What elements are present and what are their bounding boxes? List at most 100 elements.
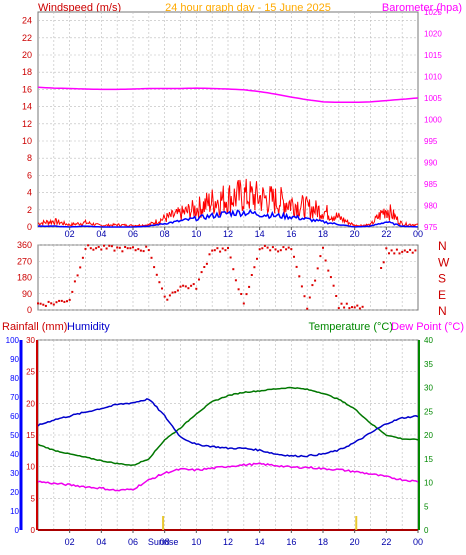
barometer-tick-label: 1000 [424,116,442,125]
direction-point [324,259,327,262]
dewpoint-axis-title: Dew Point (°C) [391,321,464,333]
direction-point [242,302,245,305]
direction-point [229,256,232,259]
direction-point [327,269,330,272]
x-tick-label: 20 [350,537,360,547]
direction-point [300,285,303,288]
x-tick-label: 06 [128,229,138,239]
direction-point [187,287,190,290]
direction-point [124,246,127,248]
direction-point [266,246,269,249]
direction-tick-label: 360 [17,240,32,250]
direction-point [190,284,193,287]
temperature-axis-title: Temperature (°C) [309,321,393,333]
direction-point [263,244,266,247]
x-tick-label: 22 [381,229,391,239]
direction-point [240,293,243,295]
direction-point [97,245,100,248]
compass-label: N [438,304,447,318]
direction-point [118,246,121,249]
x-tick-label: 02 [65,537,75,547]
rainfall-axis-title: Rainfall (mm) [2,321,67,333]
x-tick-label: 16 [286,229,296,239]
windspeed-axis-title: Windspeed (m/s) [38,2,121,14]
humidity-tick-label: 50 [10,431,19,440]
series-humidity-line [37,397,419,458]
humidity-tick-label: 10 [10,507,19,516]
x-tick-label: 16 [286,537,296,547]
direction-point [388,252,390,255]
direction-point [84,247,87,250]
humidity-tick-label: 30 [10,469,19,478]
direction-point [110,245,113,248]
direction-point [66,300,68,303]
direction-point [351,306,353,309]
direction-point [285,248,288,251]
compass-label: S [438,272,446,286]
chart-title: 24 hour graph day - 15 June 2025 [165,2,331,14]
direction-point [92,248,95,251]
direction-point [166,298,169,301]
windspeed-tick-label: 12 [22,119,32,129]
direction-point [113,249,116,252]
direction-point [87,244,90,247]
direction-point [200,271,203,274]
direction-point [126,247,129,250]
direction-point [287,246,290,249]
direction-point [103,244,105,247]
direction-point [198,278,200,281]
direction-point [58,299,61,302]
direction-point [295,265,298,268]
direction-point [271,246,274,249]
x-tick-label: 10 [191,537,201,547]
direction-point [356,304,359,307]
windspeed-tick-label: 24 [22,16,32,26]
direction-point [205,262,208,265]
direction-point [343,306,346,309]
temperature-tick-label: 5 [424,502,429,511]
direction-point [174,291,177,294]
humidity-tick-label: 40 [10,450,19,459]
direction-point [245,293,248,296]
direction-panel-grid [38,244,418,311]
barometer-tick-label: 1020 [424,30,442,39]
rainfall-tick-label: 0 [31,526,36,535]
windspeed-tick-label: 22 [22,33,32,43]
compass-label: W [438,255,450,269]
direction-point [44,304,47,307]
direction-point [89,247,92,250]
direction-point [409,248,412,251]
rainfall-tick-label: 20 [26,399,35,408]
barometer-axis-title: Barometer (hpa) [382,2,462,14]
direction-point [150,256,153,259]
temperature-tick-label: 30 [424,384,433,393]
humidity-tick-label: 90 [10,355,19,364]
direction-point [139,249,142,252]
x-tick-label: 00 [413,537,423,547]
direction-point [182,284,185,287]
direction-point [322,246,324,249]
x-tick-label: 04 [96,537,106,547]
direction-point [52,303,55,306]
temperature-tick-label: 25 [424,407,433,416]
x-tick-label: 04 [96,229,106,239]
direction-point [176,289,179,292]
windspeed-tick-label: 10 [22,136,32,146]
direction-point [219,250,222,253]
direction-point [208,253,211,256]
x-tick-label: 12 [223,229,233,239]
humidity-tick-label: 100 [6,336,20,345]
direction-point [269,249,272,252]
barometer-tick-label: 1010 [424,73,442,82]
direction-point [332,284,335,287]
direction-point [382,261,385,264]
direction-point [308,296,311,299]
direction-point [134,249,137,252]
windspeed-tick-label: 0 [27,222,32,232]
direction-point [158,281,161,284]
direction-point [192,283,195,286]
temperature-tick-label: 10 [424,479,433,488]
direction-point [108,244,111,247]
direction-point [76,274,79,277]
